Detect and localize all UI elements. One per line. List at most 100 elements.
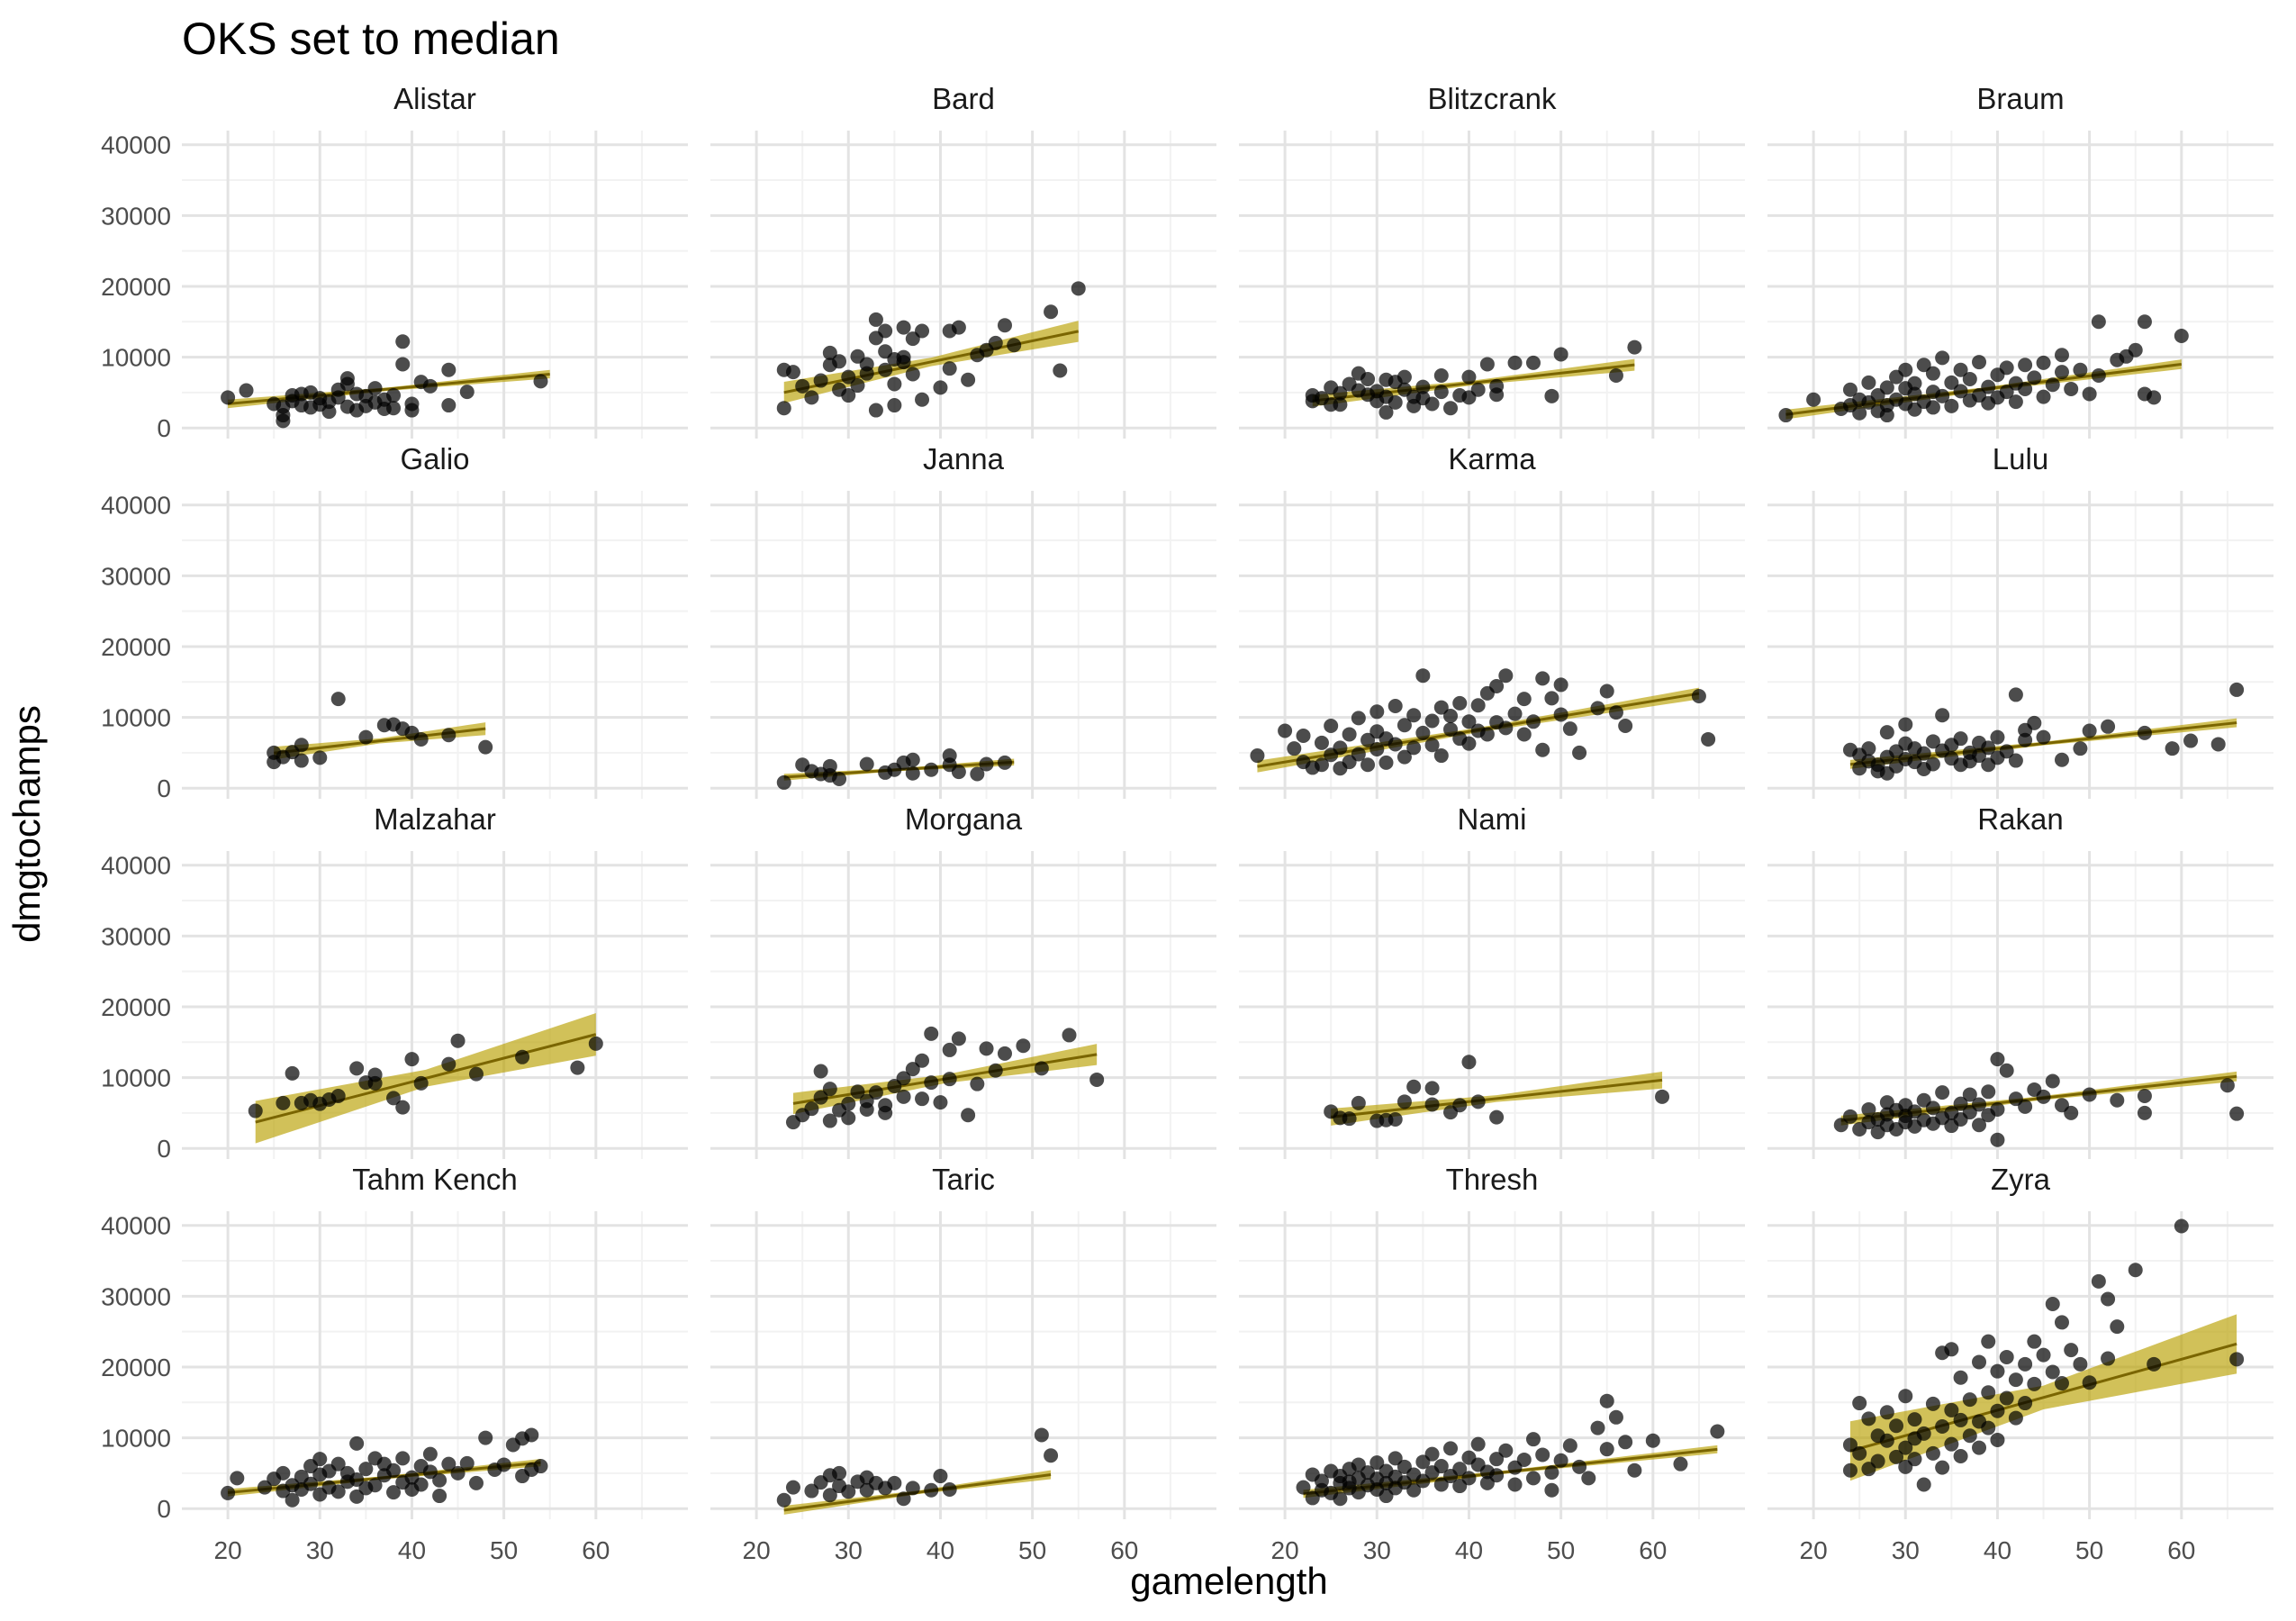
data-point [515, 1049, 530, 1064]
data-point [887, 376, 902, 392]
data-point [915, 323, 930, 339]
data-point [804, 1483, 819, 1499]
data-point [303, 1476, 319, 1491]
data-point [942, 1481, 957, 1497]
data-point [896, 349, 911, 365]
trend-line [227, 372, 550, 405]
data-point [422, 1446, 438, 1462]
x-tick-label: 20 [1271, 1536, 1299, 1564]
data-point [450, 1465, 466, 1481]
data-point [1999, 1063, 2014, 1078]
panel-title: Alistar [393, 82, 476, 115]
data-point [358, 729, 374, 745]
panel-title: Lulu [1993, 442, 2048, 475]
y-tick-label: 10000 [101, 1425, 171, 1453]
data-point [221, 390, 236, 405]
data-point [294, 738, 309, 753]
data-point [1369, 1455, 1385, 1471]
x-tick-label: 60 [1639, 1536, 1667, 1564]
data-point [432, 1472, 447, 1488]
data-point [1944, 398, 1959, 413]
data-point [1516, 1452, 1532, 1467]
panel-janna: Janna [710, 442, 1216, 799]
data-point [832, 354, 847, 369]
data-point [1053, 363, 1068, 378]
data-point [1433, 748, 1449, 764]
data-point [942, 1042, 957, 1057]
data-point [785, 365, 800, 380]
data-point [1397, 1094, 1412, 1109]
chart-title: OKS set to median [182, 14, 560, 64]
data-point [1089, 1072, 1105, 1087]
data-point [1525, 1432, 1541, 1447]
data-point [441, 1456, 456, 1472]
data-point [1999, 360, 2014, 376]
data-point [1925, 1445, 1940, 1461]
data-point [1572, 745, 1587, 760]
data-point [1645, 1433, 1660, 1448]
data-point [1314, 735, 1329, 750]
data-point [2165, 741, 2180, 756]
data-point [1388, 394, 1403, 410]
data-point [349, 1061, 365, 1076]
data-point [1424, 738, 1440, 753]
data-point [1415, 725, 1431, 740]
y-tick-label: 30000 [101, 922, 171, 950]
data-point [1627, 1463, 1642, 1478]
data-point [1590, 1420, 1605, 1435]
data-point [1360, 732, 1376, 747]
data-point [2036, 1089, 2051, 1104]
data-point [312, 1452, 328, 1467]
data-point [1608, 368, 1623, 384]
data-point [1990, 1432, 2005, 1447]
panel-braum: Braum [1767, 82, 2273, 439]
data-point [1044, 1448, 1059, 1463]
data-point [248, 1103, 263, 1118]
data-point [1925, 756, 1940, 772]
data-point [1599, 1442, 1614, 1457]
trend-line [1331, 1078, 1663, 1118]
panel-title: Thresh [1446, 1163, 1539, 1196]
data-point [1916, 1426, 1931, 1441]
data-point [1379, 755, 1394, 770]
data-point [1443, 1441, 1459, 1456]
data-point [2018, 1356, 2033, 1372]
data-point [1879, 380, 1894, 395]
data-point [2091, 368, 2106, 384]
data-point [924, 1482, 939, 1498]
data-point [1935, 708, 1950, 723]
data-point [1990, 1101, 2005, 1117]
x-tick-label: 30 [1363, 1536, 1391, 1564]
data-point [2018, 732, 2033, 747]
panel-title: Morgana [905, 802, 1023, 836]
data-point [1944, 1436, 1959, 1452]
data-point [1360, 757, 1376, 773]
data-point [1461, 1471, 1477, 1486]
data-point [2210, 737, 2226, 752]
data-point [896, 1089, 911, 1104]
data-point [1452, 695, 1468, 711]
data-point [1433, 1459, 1449, 1474]
data-point [395, 357, 411, 372]
data-point [878, 323, 893, 339]
data-point [2018, 358, 2033, 373]
data-point [804, 1101, 819, 1117]
data-point [859, 1093, 874, 1109]
data-point [1535, 671, 1550, 686]
data-point [1553, 707, 1568, 722]
data-point [1443, 709, 1459, 724]
data-point [1452, 1098, 1468, 1113]
data-point [951, 320, 966, 335]
data-point [822, 1082, 837, 1097]
data-point [2091, 314, 2106, 330]
data-point [2018, 1396, 2033, 1411]
data-point [1953, 362, 1968, 377]
data-point [1516, 692, 1532, 707]
data-point [1406, 1482, 1422, 1498]
y-tick-label: 40000 [101, 1212, 171, 1240]
y-tick-label: 20000 [101, 993, 171, 1021]
data-point [2101, 719, 2116, 734]
data-point [1461, 736, 1477, 751]
data-point [1972, 1354, 1987, 1370]
